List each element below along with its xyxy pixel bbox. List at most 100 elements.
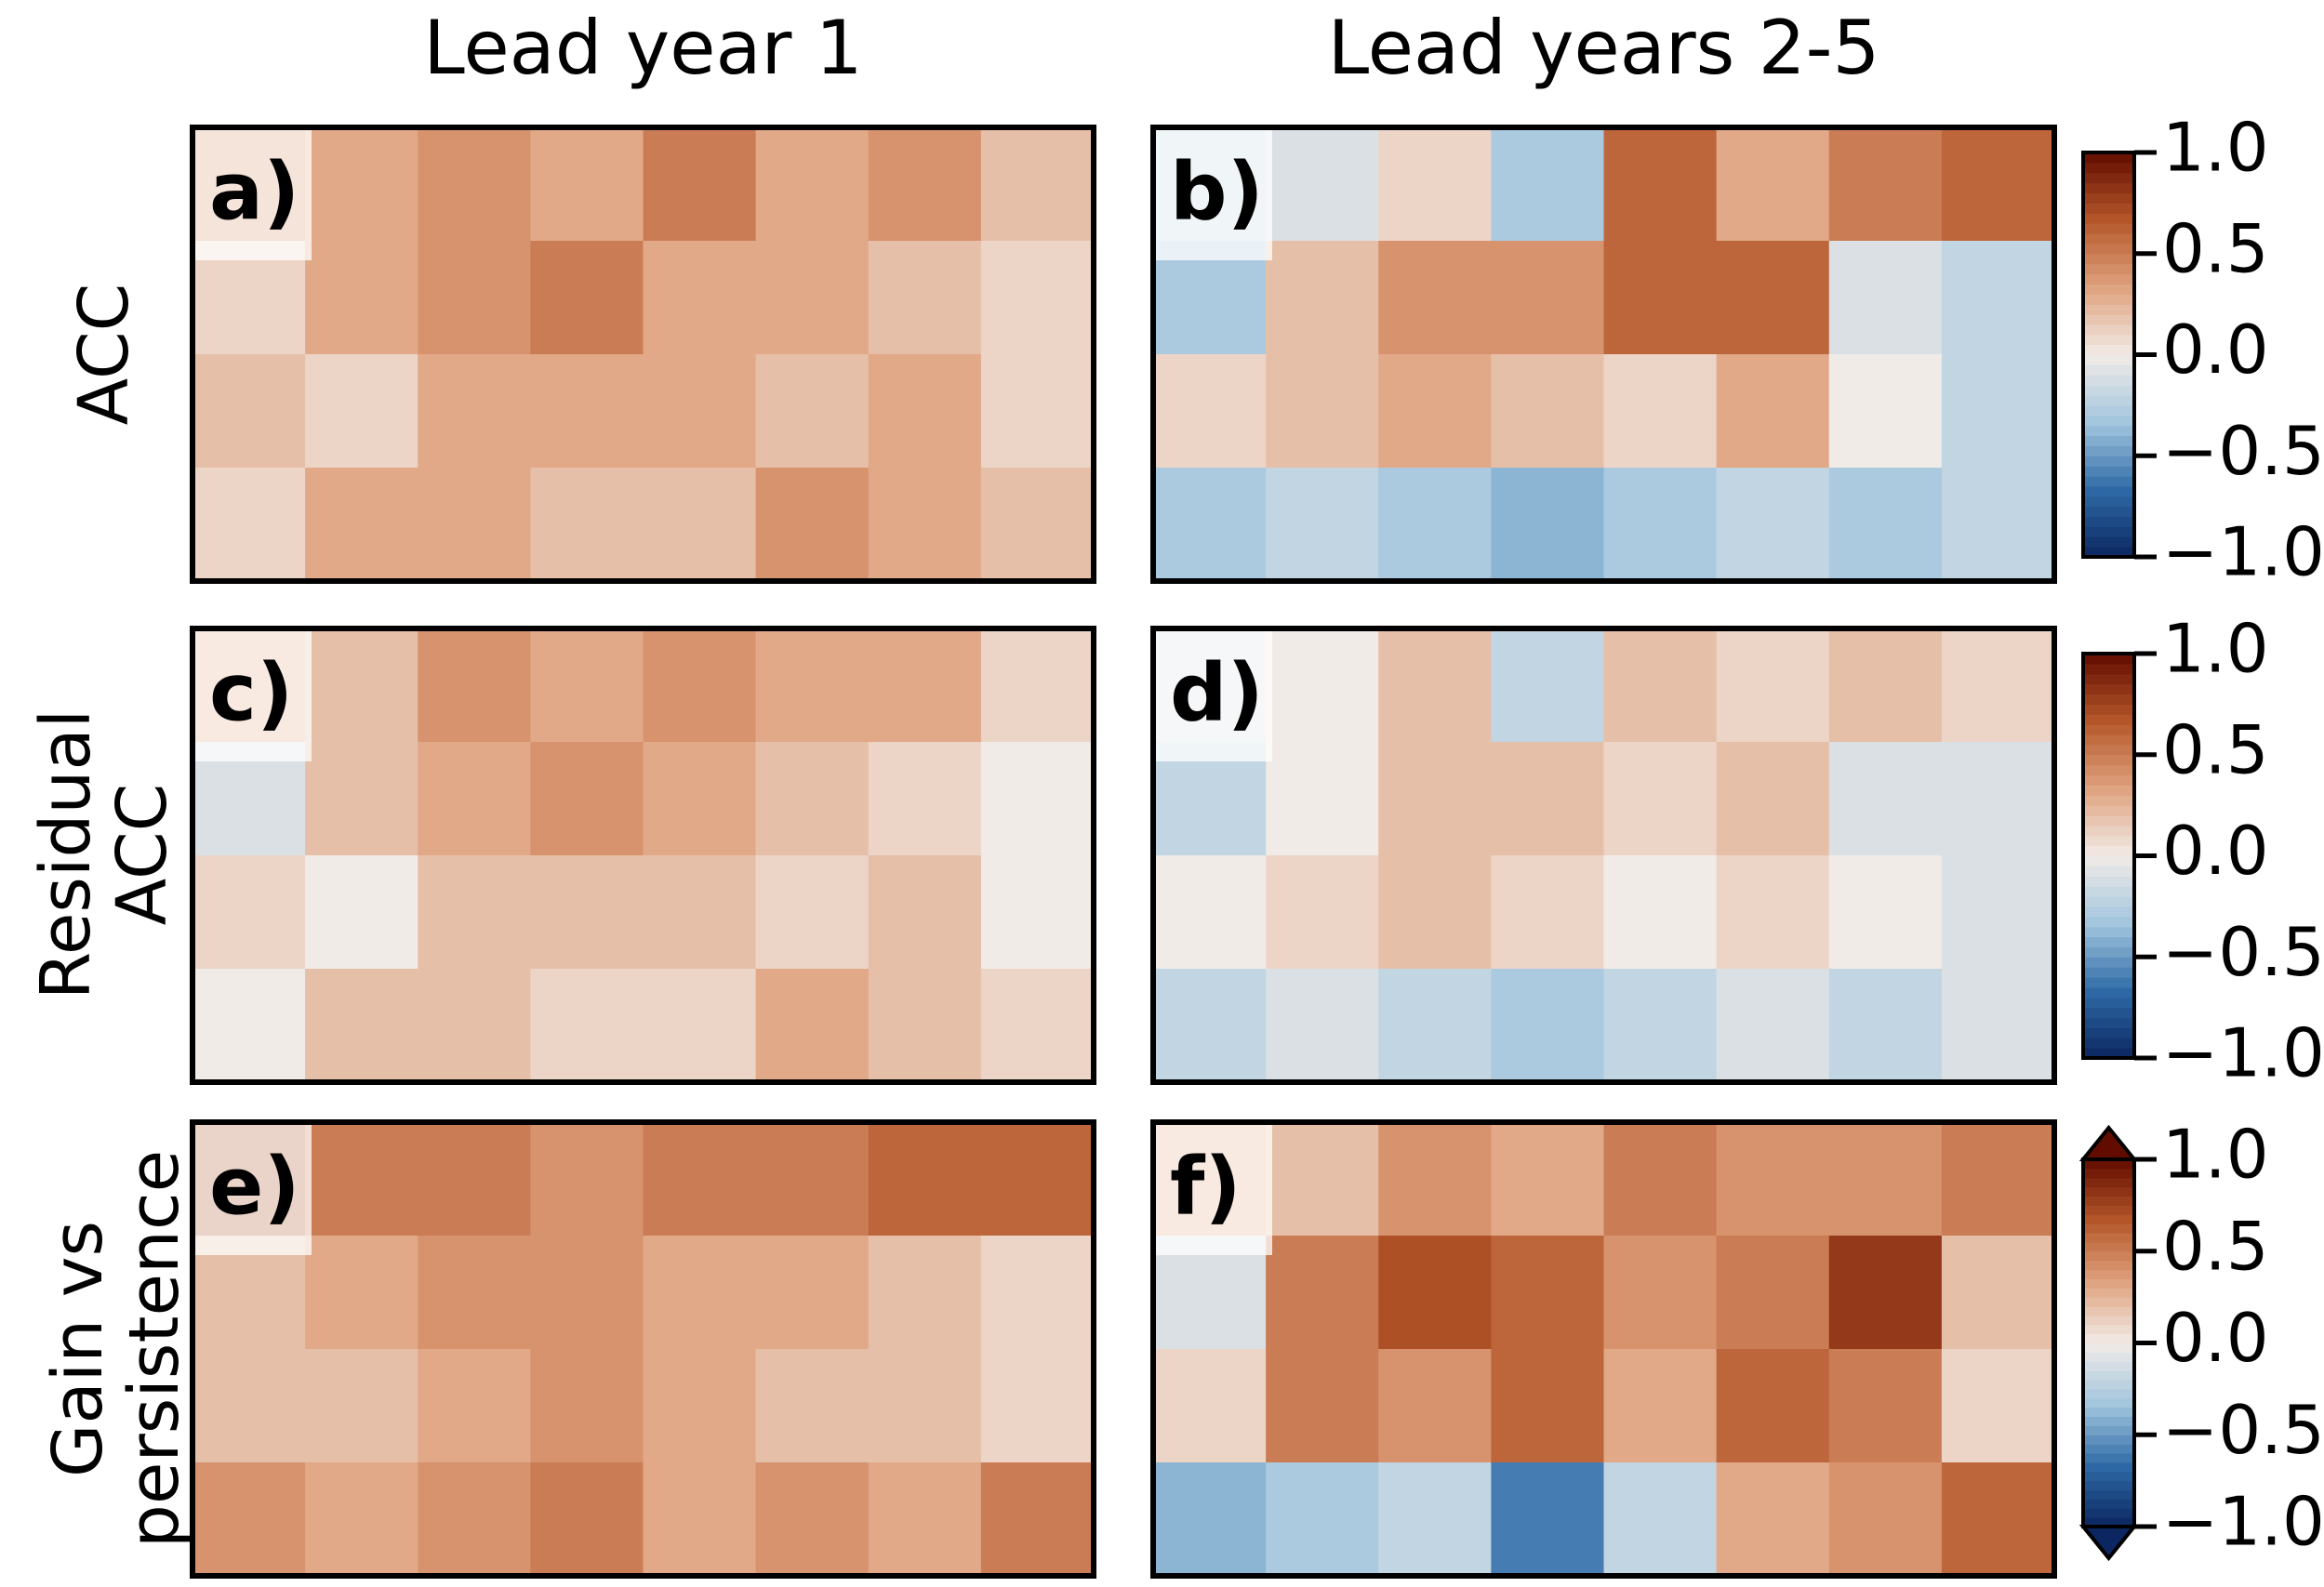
colorbar-segment <box>2083 1168 2134 1179</box>
colorbar-tick-label: −0.5 <box>2162 1391 2324 1469</box>
colorbar-segment <box>2083 425 2134 437</box>
heatmap-cell <box>418 969 531 1083</box>
colorbar-segment <box>2083 334 2134 346</box>
heatmap-cell <box>1266 628 1379 743</box>
colorbar-tick-label: 0.5 <box>2162 710 2269 788</box>
colorbar-segment <box>2083 1480 2134 1491</box>
heatmap-cell <box>305 468 418 582</box>
colorbar-segment <box>2083 1388 2134 1399</box>
heatmap-cell <box>980 1349 1095 1463</box>
heatmap-cell <box>1941 1462 2055 1577</box>
colorbar-segment <box>2083 1342 2134 1353</box>
colorbar-segment <box>2083 273 2134 284</box>
label-box <box>1156 130 1272 260</box>
heatmap-cell <box>1491 855 1604 970</box>
heatmap-cell <box>1378 354 1492 469</box>
colorbar-segment <box>2083 1499 2134 1509</box>
heatmap-cell <box>1941 969 2055 1083</box>
heatmap-cell <box>1603 468 1718 582</box>
heatmap-cell <box>1153 855 1267 970</box>
colorbar-segment <box>2083 694 2134 705</box>
heatmap-cell <box>530 969 644 1083</box>
heatmap-cell <box>1716 742 1830 856</box>
colorbar-segment <box>2083 926 2134 938</box>
colorbar-tick-label: −0.5 <box>2162 412 2324 490</box>
colorbar-segment <box>2083 415 2134 427</box>
colorbar-segment <box>2083 997 2134 1009</box>
heatmap-cell <box>530 1462 644 1577</box>
heatmap-cell <box>868 855 982 970</box>
heatmap-cell <box>1828 354 1943 469</box>
colorbar-segment <box>2083 294 2134 305</box>
heatmap-cell <box>1266 742 1379 856</box>
heatmap-cell <box>755 855 870 970</box>
label-box <box>195 1125 312 1255</box>
panel-label: f) <box>1170 1140 1242 1233</box>
heatmap-cell <box>305 1236 418 1350</box>
heatmap-cell <box>868 1462 982 1577</box>
heatmap-cell <box>1378 1122 1492 1237</box>
heatmap-cell <box>643 468 757 582</box>
colorbar-tick-label: 0.5 <box>2162 209 2269 287</box>
panel-label: e) <box>209 1140 300 1233</box>
heatmap-cell <box>980 969 1095 1083</box>
heatmap-cell <box>643 1122 757 1237</box>
panel-label: a) <box>209 145 299 238</box>
column-title: Lead year 1 <box>423 5 862 91</box>
heatmap-cell <box>305 969 418 1083</box>
colorbar-segment <box>2083 162 2134 174</box>
panel-label: c) <box>209 646 293 739</box>
colorbar-segment <box>2083 304 2134 315</box>
heatmap-cell <box>755 1236 870 1350</box>
colorbar-segment <box>2083 754 2134 766</box>
heatmap-cell <box>305 1122 418 1237</box>
heatmap-cell <box>1266 354 1379 469</box>
colorbar-segment <box>2083 1027 2134 1038</box>
heatmap-cell <box>755 468 870 582</box>
colorbar-tick-label: 0.0 <box>2162 311 2269 389</box>
heatmap-cell <box>1378 969 1492 1083</box>
colorbar-segment <box>2083 724 2134 735</box>
heatmap-cell <box>418 855 531 970</box>
colorbar-segment <box>2083 1278 2134 1289</box>
heatmap-cell <box>755 628 870 743</box>
heatmap-cell <box>305 1349 418 1463</box>
heatmap-cell <box>643 127 757 242</box>
heatmap-cell <box>1491 969 1604 1083</box>
colorbar-segment <box>2083 1425 2134 1435</box>
heatmap-cell <box>643 855 757 970</box>
heatmap-cell <box>1828 1349 1943 1463</box>
heatmap-cell <box>868 742 982 856</box>
heatmap-cell <box>530 628 644 743</box>
colorbar-segment <box>2083 1435 2134 1445</box>
heatmap-cell <box>1378 742 1492 856</box>
heatmap-cell <box>1266 127 1379 242</box>
heatmap-cell <box>1603 1349 1718 1463</box>
colorbar-segment <box>2083 1306 2134 1316</box>
heatmap-cell <box>643 354 757 469</box>
heatmap-cell <box>1603 628 1718 743</box>
heatmap-cell <box>755 127 870 242</box>
heatmap-cell <box>1603 742 1718 856</box>
colorbar-segment <box>2083 152 2134 164</box>
heatmap-cell <box>643 628 757 743</box>
colorbar-tick-label: −1.0 <box>2162 513 2324 591</box>
colorbar-segment <box>2083 1038 2134 1049</box>
heatmap-cell <box>1716 127 1830 242</box>
heatmap-cell <box>755 1122 870 1237</box>
heatmap-cell <box>1491 1122 1604 1237</box>
heatmap-cell <box>530 1349 644 1463</box>
colorbar-segment <box>2083 1048 2134 1059</box>
colorbar-segment <box>2083 284 2134 295</box>
label-box <box>195 631 312 761</box>
colorbar-segment <box>2083 986 2134 998</box>
colorbar-tick-label: 1.0 <box>2162 1116 2269 1194</box>
colorbar-tick-label: 0.5 <box>2162 1207 2269 1285</box>
heatmap-cell <box>755 969 870 1083</box>
heatmap-cell <box>980 354 1095 469</box>
colorbar-segment <box>2083 1223 2134 1234</box>
heatmap-cell <box>980 1122 1095 1237</box>
heatmap-cell <box>530 855 644 970</box>
colorbar-segment <box>2083 946 2134 958</box>
